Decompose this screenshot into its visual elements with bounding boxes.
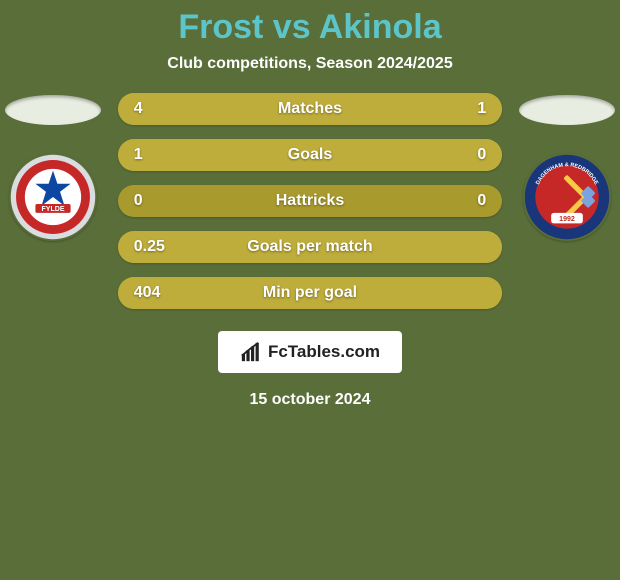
stat-label: Goals per match <box>247 238 372 256</box>
stat-value-left: 404 <box>134 284 161 302</box>
stat-value-left: 4 <box>134 100 143 118</box>
stat-row: 0.25 Goals per match <box>118 231 503 263</box>
infographic-container: Frost vs Akinola Club competitions, Seas… <box>0 0 620 409</box>
stat-label: Matches <box>278 100 342 118</box>
date: 15 october 2024 <box>250 391 371 409</box>
stat-fill-left <box>118 93 426 125</box>
stat-value-right: 0 <box>477 192 486 210</box>
stat-row: 404 Min per goal <box>118 277 503 309</box>
stat-value-right: 0 <box>477 146 486 164</box>
chart-icon <box>240 341 262 363</box>
svg-text:1992: 1992 <box>559 216 575 223</box>
player-oval-left <box>5 95 101 125</box>
left-side: FYLDE <box>0 93 106 241</box>
stat-row: 0 Hattricks 0 <box>118 185 503 217</box>
stat-value-left: 0 <box>134 192 143 210</box>
brand-box: FcTables.com <box>218 331 402 373</box>
stat-value-left: 1 <box>134 146 143 164</box>
club-crest-left-icon: FYLDE <box>9 153 97 241</box>
subtitle: Club competitions, Season 2024/2025 <box>167 55 452 73</box>
stat-label: Goals <box>288 146 332 164</box>
stat-value-left: 0.25 <box>134 238 165 256</box>
stat-row: 4 Matches 1 <box>118 93 503 125</box>
club-badge-right: DAGENHAM & REDBRIDGE 1992 <box>523 153 611 241</box>
stat-label: Hattricks <box>276 192 344 210</box>
stat-value-right: 1 <box>477 100 486 118</box>
club-badge-left: FYLDE <box>9 153 97 241</box>
brand-text: FcTables.com <box>268 342 380 362</box>
compare-area: FYLDE 4 Matches 1 1 Goals 0 0 Hattricks 0 0.25 Goa… <box>0 93 620 309</box>
svg-text:FYLDE: FYLDE <box>41 206 64 213</box>
player-oval-right <box>519 95 615 125</box>
club-crest-right-icon: DAGENHAM & REDBRIDGE 1992 <box>523 153 611 241</box>
stats-list: 4 Matches 1 1 Goals 0 0 Hattricks 0 0.25 Goals per… <box>118 93 503 309</box>
stat-fill-right <box>425 93 502 125</box>
stat-row: 1 Goals 0 <box>118 139 503 171</box>
stat-label: Min per goal <box>263 284 357 302</box>
right-side: DAGENHAM & REDBRIDGE 1992 <box>514 93 620 241</box>
title: Frost vs Akinola <box>178 8 441 47</box>
